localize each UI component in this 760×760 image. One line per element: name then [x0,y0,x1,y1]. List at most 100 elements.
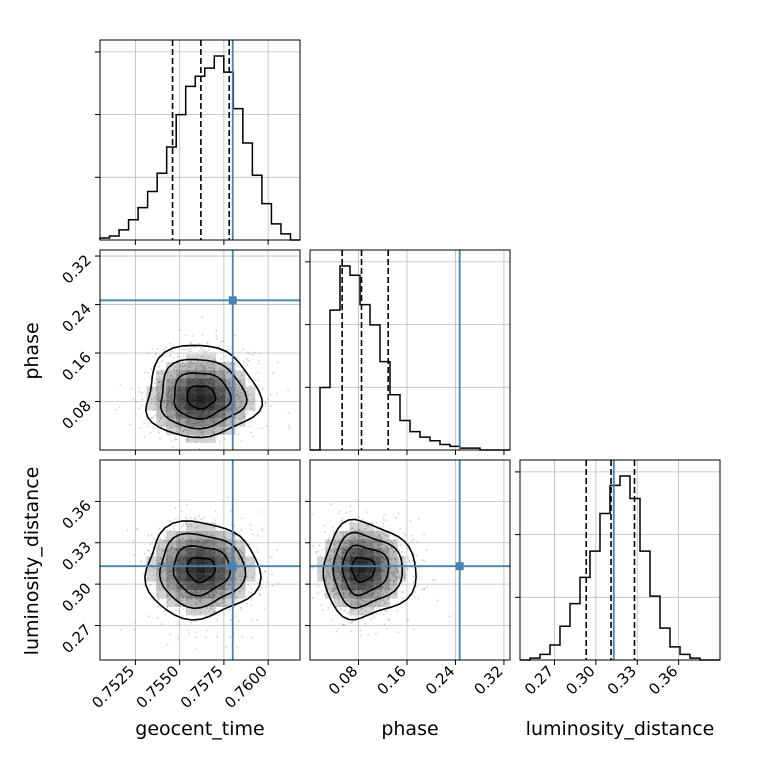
sample-point [377,541,380,544]
sample-point [166,554,169,557]
sample-point [237,417,240,420]
sample-point [219,529,222,531]
sample-point [347,538,349,541]
sample-point [177,623,180,626]
sample-point [415,555,418,557]
sample-point [165,410,168,413]
sample-point [210,352,212,355]
sample-point [234,615,237,617]
sample-point [388,618,390,621]
sample-point [360,597,363,599]
sample-point [166,593,168,596]
sample-point [192,362,195,364]
sample-point [199,590,202,593]
density-bin [341,547,350,557]
sample-point [226,409,228,412]
sample-point [213,594,215,597]
sample-point [402,590,404,593]
sample-point [251,636,253,639]
sample-point [186,348,189,350]
sample-point [225,545,228,548]
sample-point [354,530,356,533]
sample-point [207,366,210,369]
sample-point [228,397,231,399]
sample-point [174,409,177,412]
sample-point [250,393,252,395]
sample-point [397,570,400,573]
sample-point [173,529,176,532]
sample-point [177,537,180,540]
sample-point [147,534,150,537]
sample-point [181,361,184,364]
sample-point [219,370,222,373]
sample-point [355,529,358,532]
density-bin [186,522,196,531]
sample-point [163,348,166,351]
density-bin [215,370,226,379]
sample-point [330,554,332,557]
density-bin [349,573,358,582]
sample-point [256,534,259,537]
sample-point [173,368,175,371]
sample-point [320,604,323,606]
sample-point [237,398,240,401]
sample-point [245,390,248,393]
sample-point [170,402,173,405]
density-bin [235,547,246,557]
sample-point [395,576,398,579]
sample-point [202,420,204,423]
sample-point [216,619,218,622]
sample-point [210,607,212,610]
contour-2-sigma [144,520,262,621]
sample-point [169,530,172,532]
sample-point [235,394,238,397]
sample-point [229,368,232,371]
sample-point [384,587,387,589]
density-bin [349,564,358,574]
sample-point [214,519,217,522]
sample-point [154,378,157,381]
sample-point [349,541,351,543]
sample-point [344,610,346,612]
sample-point [338,570,340,573]
sample-point [408,561,411,563]
sample-point [212,375,214,378]
sample-point [238,558,241,561]
density-bin [195,386,206,395]
sample-point [194,516,196,519]
sample-point [384,534,387,537]
sample-point [153,538,156,541]
sample-point [225,424,228,426]
sample-point [220,601,223,604]
sample-point [182,545,184,548]
sample-point [331,590,334,592]
sample-point [241,635,244,638]
sample-point [181,369,184,372]
sample-point [225,572,228,575]
density-bin [333,556,342,565]
sample-point [186,599,188,602]
sample-point [202,430,205,433]
sample-point [350,543,353,546]
sample-point [154,352,157,355]
sample-point [158,527,161,530]
sample-point [213,370,216,373]
sample-point [397,512,400,515]
sample-point [166,549,169,552]
density-bin [365,581,374,591]
sample-point [356,538,359,541]
sample-point [251,533,254,535]
sample-point [195,367,198,370]
sample-point [166,586,169,588]
sample-point [170,543,173,546]
sample-point [175,597,178,600]
sample-point [414,591,417,593]
x-tick-label-phase: 0.24 [422,662,458,698]
density-bin [186,539,196,548]
sample-point [181,615,184,618]
sample-point [169,570,172,572]
sample-point [239,608,242,611]
sample-point [179,593,182,596]
sample-point [390,558,393,560]
